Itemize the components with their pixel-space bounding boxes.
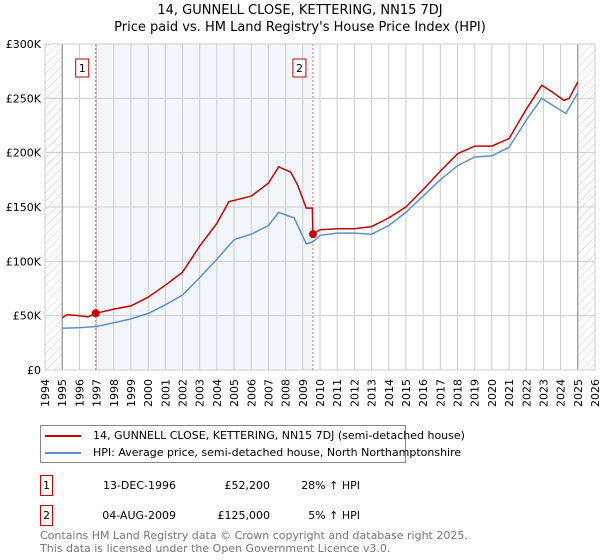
x-tick-label: 2007 xyxy=(262,379,275,407)
x-tick-label: 2014 xyxy=(383,379,396,407)
legend-swatch-red xyxy=(45,434,81,437)
footer-copyright: Contains HM Land Registry data © Crown c… xyxy=(40,529,468,542)
x-tick-label: 2013 xyxy=(366,379,379,407)
x-tick-label: 1996 xyxy=(73,379,86,407)
sale-marker: 2 xyxy=(40,505,53,526)
y-tick-label: £50K xyxy=(13,310,42,323)
y-tick-label: £0 xyxy=(27,364,41,377)
y-tick-label: £250K xyxy=(6,92,42,105)
x-tick-label: 1997 xyxy=(91,379,104,407)
legend-item-property: 14, GUNNELL CLOSE, KETTERING, NN15 7DJ (… xyxy=(45,428,465,443)
legend-label-hpi: HPI: Average price, semi-detached house,… xyxy=(93,446,462,459)
x-tick-label: 2009 xyxy=(297,379,310,407)
x-tick-label: 2024 xyxy=(555,379,568,407)
sale-label-box xyxy=(292,58,307,78)
x-tick-label: 2004 xyxy=(211,379,224,407)
chart-svg: 1994 1995 1996 1997 1998 1999 2000 2001 2002 2003… xyxy=(6,38,600,407)
x-tick-label: 1995 xyxy=(56,379,69,407)
x-tick-label: 2015 xyxy=(400,379,413,407)
x-tick-label: 2023 xyxy=(537,379,550,407)
y-tick-label: £150K xyxy=(6,201,42,214)
x-tick-label: 2025 xyxy=(572,379,585,407)
legend: 14, GUNNELL CLOSE, KETTERING, NN15 7DJ (… xyxy=(40,425,465,463)
y-tick-label: £100K xyxy=(6,255,42,268)
x-tick-label: 2006 xyxy=(245,379,258,407)
sale-price: £52,200 xyxy=(224,479,271,492)
legend-item-hpi: HPI: Average price, semi-detached house,… xyxy=(45,445,461,460)
x-tick-label: 2022 xyxy=(520,379,533,407)
hpi-line xyxy=(62,92,579,330)
x-tick-label: 1998 xyxy=(108,379,121,407)
chart-subtitle: Price paid vs. HM Land Registry's House … xyxy=(114,20,486,35)
x-tick-label: 2016 xyxy=(417,379,430,407)
x-tick-label: 2012 xyxy=(348,379,361,407)
price-paid-line xyxy=(61,81,579,319)
sale-hpi: 5% ↑ HPI xyxy=(308,509,360,522)
sale-point xyxy=(91,309,100,318)
x-tick-label: 2020 xyxy=(486,379,499,407)
x-tick-label: 2000 xyxy=(142,379,155,407)
sale-label: 2 xyxy=(296,62,303,75)
x-tick-label: 2026 xyxy=(589,379,600,407)
x-tick-label: 1999 xyxy=(125,379,138,407)
footer-licence: This data is licensed under the Open Gov… xyxy=(40,542,391,555)
chart-title: 14, GUNNELL CLOSE, KETTERING, NN15 7DJ xyxy=(157,3,443,18)
sale-label: 1 xyxy=(79,62,86,75)
x-tick-label: 2008 xyxy=(280,379,293,407)
x-tick-label: 2018 xyxy=(452,379,465,407)
x-tick-label: 2010 xyxy=(314,379,327,407)
x-tick-label: 2001 xyxy=(159,379,172,407)
x-tick-label: 2021 xyxy=(503,379,516,407)
sale-price: £125,000 xyxy=(217,509,271,522)
x-tick-label: 1994 xyxy=(39,379,52,407)
sale-point xyxy=(308,230,317,239)
x-tick-label: 2002 xyxy=(177,379,190,407)
x-tick-label: 2019 xyxy=(469,379,482,407)
x-tick-label: 2017 xyxy=(434,379,447,407)
sale-marker: 1 xyxy=(40,475,53,496)
sale-date: 04-AUG-2009 xyxy=(102,509,176,522)
x-tick-label: 2003 xyxy=(194,379,207,407)
sale-hpi: 28% ↑ HPI xyxy=(301,479,360,492)
x-tick-label: 2005 xyxy=(228,379,241,407)
plot-frame xyxy=(44,43,596,371)
x-tick-label: 2011 xyxy=(331,379,344,407)
y-tick-label: £200K xyxy=(6,147,42,160)
legend-label-property: 14, GUNNELL CLOSE, KETTERING, NN15 7DJ (… xyxy=(93,429,465,442)
y-tick-label: £300K xyxy=(6,38,42,51)
sale-date: 13-DEC-1996 xyxy=(102,479,176,492)
legend-swatch-blue xyxy=(45,451,81,454)
sale-label-box xyxy=(75,58,90,78)
